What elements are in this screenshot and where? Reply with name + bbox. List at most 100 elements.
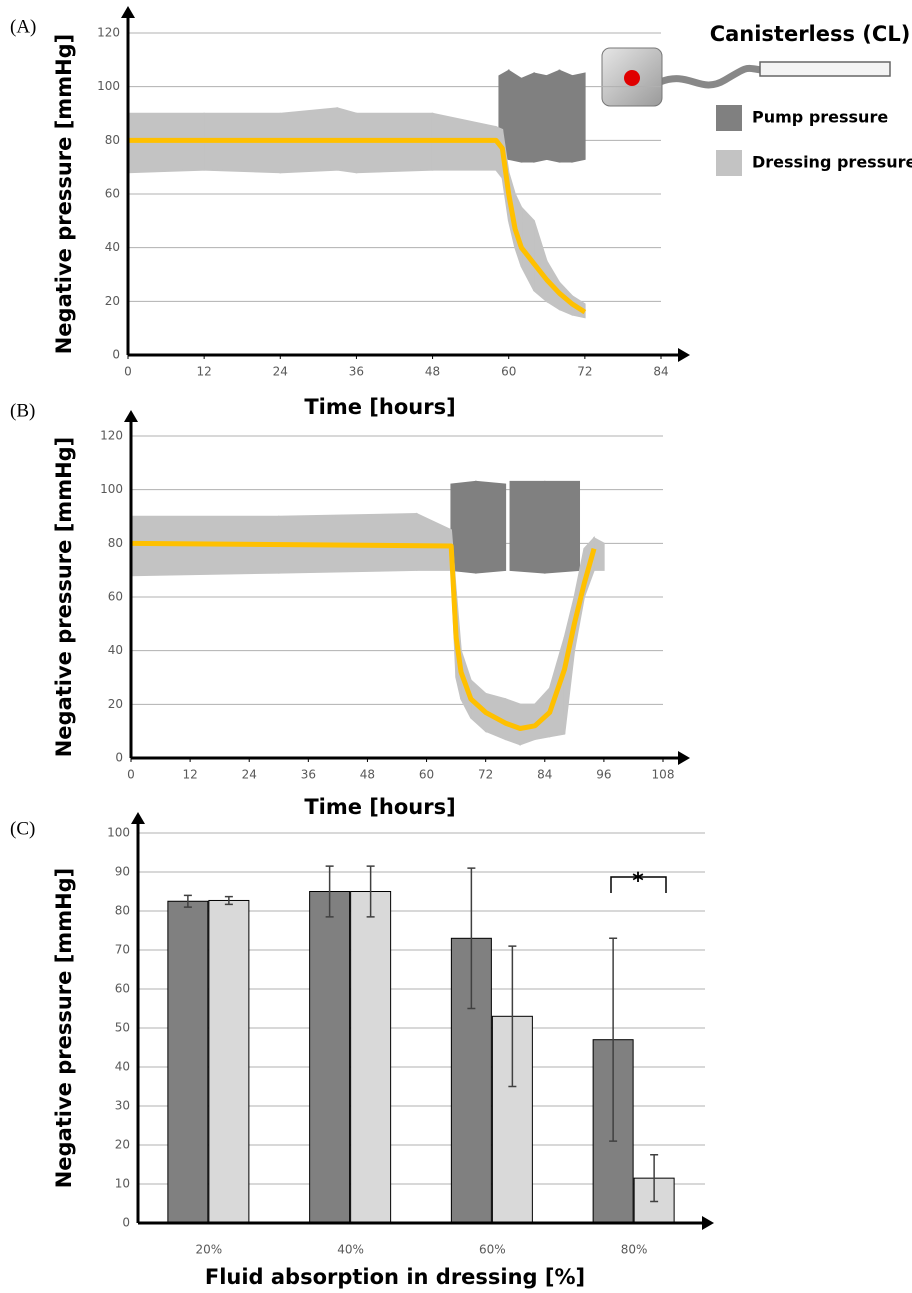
y-axis-label: Negative pressure [mmHg]: [52, 437, 76, 758]
y-tick-label: 40: [115, 1060, 130, 1074]
significance-marker: *: [632, 869, 644, 894]
x-tick-label: 48: [425, 365, 440, 379]
x-tick-label: 0: [127, 768, 135, 782]
y-tick-label: 100: [100, 482, 123, 496]
pressure-band: [520, 72, 535, 163]
pressure-band: [355, 112, 434, 174]
legend-label: Dressing pressure: [752, 153, 912, 172]
pressure-band: [509, 480, 546, 574]
axis-arrow: [702, 1216, 714, 1230]
panel-label: (B): [10, 400, 35, 421]
x-tick-label: 24: [242, 768, 257, 782]
y-tick-label: 100: [107, 826, 130, 840]
x-axis-label: Fluid absorption in dressing [%]: [205, 1265, 585, 1289]
error-bar: [183, 894, 192, 908]
bar: [350, 891, 392, 1224]
panel-label: (C): [10, 818, 35, 839]
y-tick-label: 100: [97, 79, 120, 93]
pressure-band: [415, 512, 452, 571]
y-tick-label: 40: [108, 643, 123, 657]
pressure-band: [450, 480, 477, 574]
pressure-band: [571, 72, 586, 163]
x-tick-label: 72: [577, 365, 592, 379]
axis-arrow: [131, 812, 145, 824]
y-tick-label: 80: [105, 133, 120, 147]
x-tick-label: 60%: [479, 1243, 506, 1257]
error-bar: [325, 865, 334, 918]
pressure-band: [475, 480, 507, 574]
x-tick-label: 36: [349, 365, 364, 379]
error-bar: [650, 1154, 659, 1203]
x-axis-label: Time [hours]: [304, 395, 455, 419]
y-tick-label: 80: [108, 536, 123, 550]
bar: [167, 900, 209, 1224]
pressure-band: [593, 536, 605, 571]
pressure-band: [533, 72, 548, 163]
axis-arrow: [124, 410, 138, 422]
y-tick-label: 90: [115, 865, 130, 879]
y-axis-label: Negative pressure [mmHg]: [52, 868, 76, 1189]
pressure-band: [507, 69, 523, 163]
chart-title: Canisterless (CL): [710, 22, 911, 46]
y-tick-label: 20: [105, 294, 120, 308]
x-tick-label: 96: [596, 768, 611, 782]
error-bar: [609, 937, 618, 1142]
x-tick-label: 80%: [621, 1243, 648, 1257]
y-tick-label: 20: [108, 697, 123, 711]
y-tick-label: 60: [105, 187, 120, 201]
y-tick-label: 60: [108, 590, 123, 604]
x-tick-label: 36: [301, 768, 316, 782]
legend-swatch: [716, 150, 742, 176]
axis-arrow: [678, 751, 690, 765]
pressure-band: [127, 112, 205, 174]
pressure-band: [558, 69, 573, 163]
x-tick-label: 60: [419, 768, 434, 782]
y-tick-label: 0: [112, 348, 120, 362]
y-tick-label: 20: [115, 1138, 130, 1152]
x-axis-label: Time [hours]: [304, 795, 455, 819]
y-tick-label: 80: [115, 904, 130, 918]
x-tick-label: 0: [124, 365, 132, 379]
mean-line: [128, 137, 587, 315]
x-tick-label: 48: [360, 768, 375, 782]
pressure-band: [533, 220, 548, 303]
pressure-band: [544, 480, 581, 574]
axis-arrow: [678, 348, 690, 362]
panel-label: (A): [10, 16, 36, 37]
error-bar: [366, 865, 375, 918]
significance-bracket: [610, 876, 667, 893]
y-tick-label: 0: [115, 751, 123, 765]
x-tick-label: 60: [501, 365, 516, 379]
x-tick-label: 20%: [196, 1243, 223, 1257]
error-bar: [508, 945, 517, 1088]
error-bar: [224, 895, 233, 906]
x-tick-label: 84: [653, 365, 668, 379]
bar: [309, 891, 351, 1224]
legend-label: Pump pressure: [752, 108, 888, 127]
x-tick-label: 72: [478, 768, 493, 782]
y-tick-label: 50: [115, 1021, 130, 1035]
y-tick-label: 120: [100, 429, 123, 443]
y-axis-label: Negative pressure [mmHg]: [52, 34, 76, 355]
x-tick-label: 84: [537, 768, 552, 782]
y-tick-label: 40: [105, 240, 120, 254]
x-tick-label: 24: [273, 365, 288, 379]
y-tick-label: 0: [122, 1216, 130, 1230]
device-icon: [601, 47, 891, 107]
y-tick-label: 10: [115, 1177, 130, 1191]
y-tick-label: 30: [115, 1099, 130, 1113]
x-tick-label: 12: [182, 768, 197, 782]
x-tick-label: 12: [197, 365, 212, 379]
legend-swatch: [716, 105, 742, 131]
y-tick-label: 60: [115, 982, 130, 996]
y-tick-label: 120: [97, 26, 120, 40]
pressure-band: [546, 69, 561, 163]
x-tick-label: 40%: [337, 1243, 364, 1257]
axis-arrow: [121, 6, 135, 18]
y-tick-label: 70: [115, 943, 130, 957]
bar: [208, 899, 250, 1224]
mean-line: [130, 540, 597, 731]
error-bar: [467, 867, 476, 1010]
x-tick-label: 108: [652, 768, 675, 782]
